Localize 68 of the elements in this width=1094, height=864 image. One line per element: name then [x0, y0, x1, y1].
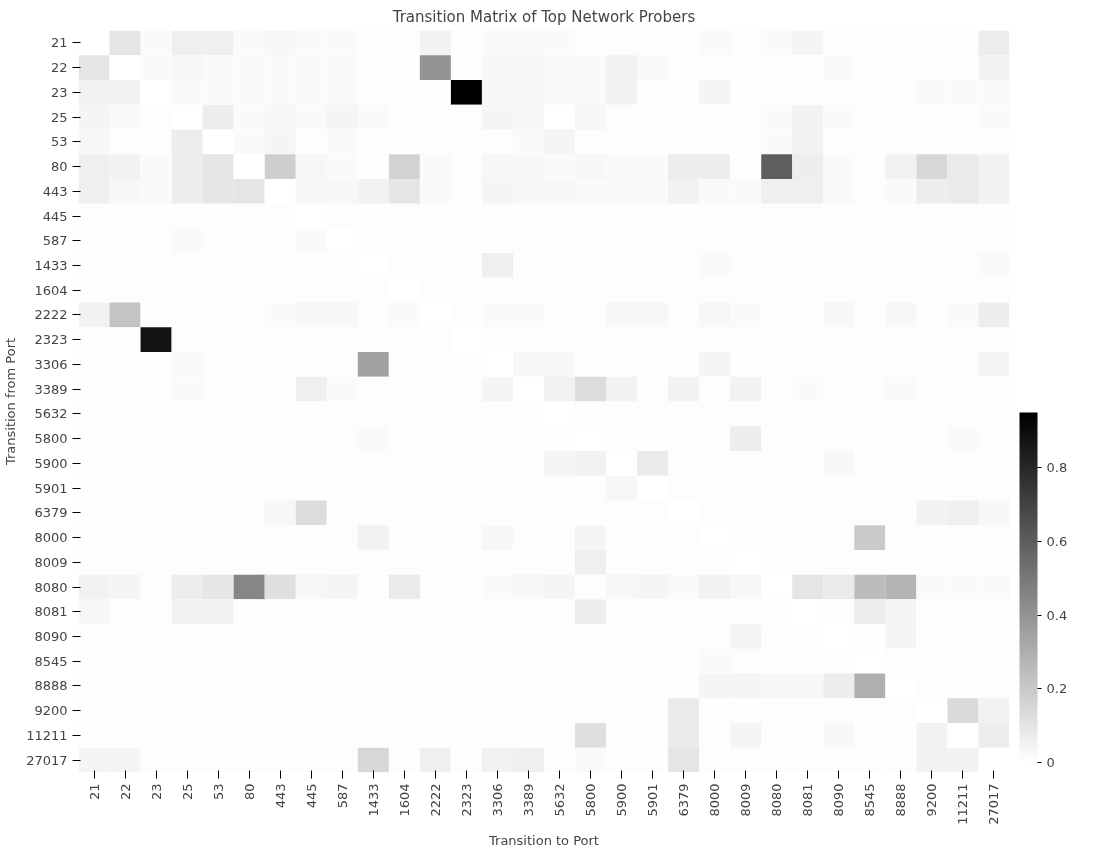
x-tick-label: 5632 [552, 783, 568, 817]
x-tick-label: 1433 [365, 783, 381, 817]
y-tick-label: 22 [50, 60, 68, 76]
y-tick-label: 25 [50, 109, 68, 125]
y-tick-label: 5900 [34, 455, 68, 471]
x-tick-label: 3389 [520, 783, 536, 817]
y-tick-label: 8888 [34, 678, 68, 694]
y-tick-label: 53 [50, 134, 68, 150]
y-tick-label: 2222 [34, 307, 68, 323]
x-tick-label: 6379 [676, 783, 692, 817]
x-tick-label: 22 [117, 783, 133, 801]
x-tick-label: 80 [241, 783, 257, 801]
x-tick-label: 587 [334, 783, 350, 809]
y-tick-label: 1433 [34, 257, 68, 273]
y-tick-label: 8080 [34, 579, 68, 595]
y-tick-label: 27017 [26, 752, 68, 768]
y-tick-label: 6379 [34, 505, 68, 521]
color-bar-label: 0.4 [1046, 607, 1068, 623]
y-tick-label: 5901 [34, 480, 68, 496]
x-tick-label: 8888 [893, 783, 909, 817]
y-tick-label: 5632 [34, 406, 68, 422]
color-bar-label: 0 [1046, 755, 1055, 770]
x-tick-label: 1604 [396, 783, 412, 817]
color-bar-label: 0.6 [1046, 533, 1068, 549]
x-tick-label: 5800 [583, 783, 599, 817]
y-tick-label: 8000 [34, 530, 68, 546]
y-tick-label: 11211 [26, 727, 68, 743]
y-tick-label: 3389 [34, 381, 68, 397]
x-tick-label: 8090 [831, 783, 847, 817]
x-tick-label: 445 [303, 783, 319, 809]
y-tick-label: 80 [50, 159, 68, 175]
x-tick-label: 5901 [645, 783, 661, 817]
x-tick-label: 11211 [955, 783, 971, 825]
x-tick-label: 53 [210, 783, 226, 801]
x-tick-label: 8000 [707, 783, 723, 817]
x-tick-label: 8009 [738, 783, 754, 817]
y-tick-label: 5800 [34, 431, 68, 447]
x-tick-label: 8081 [800, 783, 816, 817]
y-tick-label: 3306 [34, 356, 68, 372]
color-bar-label: 0.2 [1046, 681, 1068, 697]
y-tick-label: 587 [42, 233, 68, 249]
color-bar-label: 0.8 [1046, 460, 1068, 476]
x-tick-label: 2222 [427, 783, 443, 817]
y-tick-label: 8081 [34, 604, 68, 620]
x-tick-label: 9200 [924, 783, 940, 817]
y-tick-label: 8545 [34, 653, 68, 669]
y-tick-label: 8090 [34, 628, 68, 644]
y-tick-label: 21 [50, 35, 68, 51]
x-tick-label: 27017 [986, 783, 1002, 825]
y-tick-label: 2323 [34, 332, 68, 348]
y-tick-label: 445 [42, 208, 68, 224]
y-tick-label: 9200 [34, 703, 68, 719]
y-axis-title: Transition from Port [3, 337, 19, 467]
x-tick-label: 23 [148, 783, 164, 801]
x-tick-label: 443 [272, 783, 288, 809]
x-tick-label: 25 [179, 783, 195, 801]
y-tick-label: 1604 [34, 282, 68, 298]
x-tick-label: 21 [86, 783, 102, 801]
x-tick-label: 8545 [862, 783, 878, 817]
y-tick-label: 23 [50, 84, 68, 100]
x-tick-label: 8080 [769, 783, 785, 817]
x-axis-title: Transition to Port [488, 832, 599, 848]
x-tick-label: 3306 [489, 783, 505, 817]
y-tick-label: 8009 [34, 554, 68, 570]
x-tick-label: 2323 [458, 783, 474, 817]
y-tick-label: 443 [42, 183, 68, 199]
chart-title: Transition Matrix of Top Network Probers [391, 7, 696, 26]
x-tick-label: 5900 [614, 783, 630, 817]
